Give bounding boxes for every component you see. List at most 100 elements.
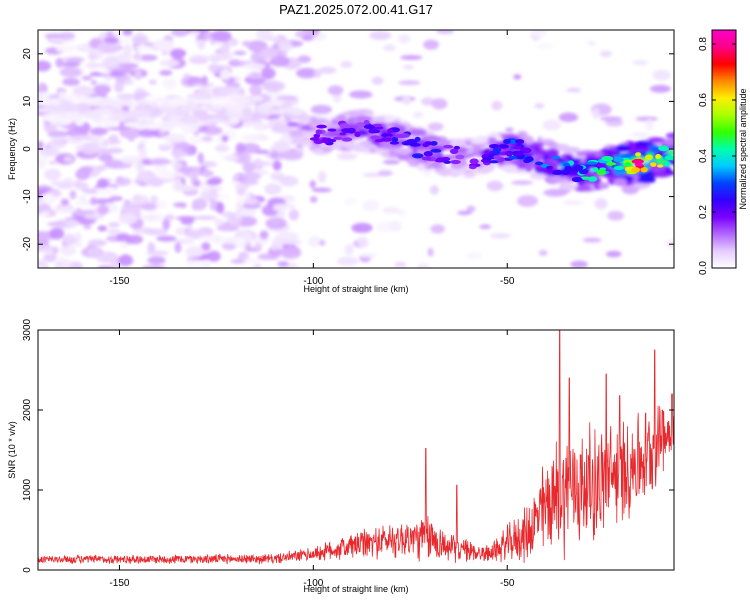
heatmap-cell <box>97 178 109 189</box>
heatmap-cell <box>240 172 262 181</box>
heatmap-cell <box>148 79 157 85</box>
colorbar: 0.0 0.2 0.4 0.6 0.8 Normalized spectral ampl… <box>698 29 748 275</box>
heatmap-cell <box>618 153 635 159</box>
heatmap-cell <box>486 180 504 192</box>
spectrogram-x-tick-label: -150 <box>109 276 129 287</box>
heatmap-cell <box>583 237 602 243</box>
heatmap-cell <box>464 172 477 178</box>
heatmap-cell <box>134 69 142 81</box>
heatmap-cell <box>123 122 141 127</box>
heatmap-cell <box>210 30 232 42</box>
heatmap-cell <box>407 128 427 137</box>
heatmap-cell <box>212 96 233 106</box>
heatmap-cell <box>296 67 318 79</box>
heatmap-cell <box>178 166 193 174</box>
heatmap-cell <box>38 230 48 242</box>
heatmap-cell <box>227 218 238 226</box>
heatmap-cell <box>231 179 240 186</box>
heatmap-cell <box>498 144 509 149</box>
heatmap-cell <box>397 152 410 161</box>
heatmap-cell <box>141 264 166 268</box>
heatmap-cell <box>276 231 300 242</box>
heatmap-cell <box>94 100 111 107</box>
heatmap-cell <box>109 115 122 122</box>
heatmap-cell <box>103 37 119 44</box>
heatmap-cell <box>103 119 116 129</box>
heatmap-cell <box>369 30 392 41</box>
heatmap-cell <box>158 143 177 149</box>
heatmap-cell <box>208 118 224 123</box>
heatmap-cell <box>38 147 61 157</box>
heatmap-cell <box>656 164 664 168</box>
heatmap-cell <box>374 116 386 123</box>
heatmap-cell <box>538 249 548 256</box>
snr-y-label: SNR (10 * v/v) <box>7 421 17 479</box>
heatmap-cell <box>344 243 355 256</box>
heatmap-cell <box>219 68 232 80</box>
heatmap-cell <box>489 143 500 149</box>
heatmap-cell <box>250 72 261 78</box>
heatmap-cell <box>652 172 671 178</box>
snr-panel: -150 -100 -50 0 1000 2000 3000 Height of stra… <box>7 318 675 594</box>
heatmap-cell <box>613 157 624 163</box>
heatmap-cell <box>524 135 534 145</box>
heatmap-cell <box>503 139 512 145</box>
heatmap-cell <box>235 142 246 154</box>
heatmap-cell <box>291 114 311 121</box>
heatmap-cell <box>372 126 384 130</box>
heatmap-cell <box>156 235 177 242</box>
heatmap-cell <box>417 262 429 268</box>
heatmap-cell <box>279 246 302 259</box>
heatmap-cell <box>545 141 559 148</box>
heatmap-cell <box>362 172 382 178</box>
heatmap-cell <box>273 140 289 151</box>
heatmap-cell <box>281 49 288 58</box>
heatmap-cell <box>97 225 108 232</box>
spectrogram-x-tick-label: -100 <box>303 276 323 287</box>
heatmap-cell <box>598 182 610 189</box>
heatmap-cell <box>332 117 343 122</box>
heatmap-cell <box>513 145 522 150</box>
heatmap-cell <box>509 139 517 144</box>
heatmap-cell <box>316 124 327 129</box>
heatmap-cell <box>186 224 194 231</box>
heatmap-cell <box>398 80 421 86</box>
heatmap-cell <box>423 151 433 157</box>
snr-y-tick-label: 2000 <box>22 398 33 421</box>
heatmap-cell <box>108 221 120 228</box>
heatmap-cell <box>85 114 103 120</box>
heatmap-cell <box>144 178 165 187</box>
heatmap-cell <box>135 160 144 172</box>
heatmap-cell <box>130 108 151 118</box>
spectrogram-heatmap <box>38 30 674 268</box>
heatmap-cell <box>114 177 132 187</box>
heatmap-cell <box>409 142 421 147</box>
heatmap-cell <box>90 127 108 136</box>
snr-background <box>38 330 674 570</box>
heatmap-cell <box>309 137 321 141</box>
heatmap-cell <box>96 41 120 54</box>
heatmap-cell <box>421 156 432 161</box>
heatmap-cell <box>147 256 166 265</box>
heatmap-cell <box>147 241 155 254</box>
heatmap-cell <box>261 80 286 92</box>
heatmap-cell <box>382 206 401 214</box>
heatmap-cell <box>153 98 168 103</box>
heatmap-cell <box>345 110 366 118</box>
heatmap-cell <box>633 146 651 152</box>
heatmap-cell <box>536 43 555 50</box>
heatmap-cell <box>38 140 44 150</box>
heatmap-cell <box>552 169 563 175</box>
heatmap-cell <box>387 128 394 134</box>
heatmap-cell <box>123 79 134 86</box>
heatmap-cell <box>635 152 642 157</box>
heatmap-cell <box>534 161 544 166</box>
heatmap-cell <box>198 86 212 98</box>
heatmap-cell <box>413 111 423 119</box>
heatmap-cell <box>492 147 502 153</box>
heatmap-cell <box>401 96 412 106</box>
heatmap-cell <box>272 203 282 212</box>
heatmap-cell <box>188 31 201 37</box>
heatmap-cell <box>138 54 158 62</box>
snr-x-tick-label: -50 <box>500 578 515 589</box>
